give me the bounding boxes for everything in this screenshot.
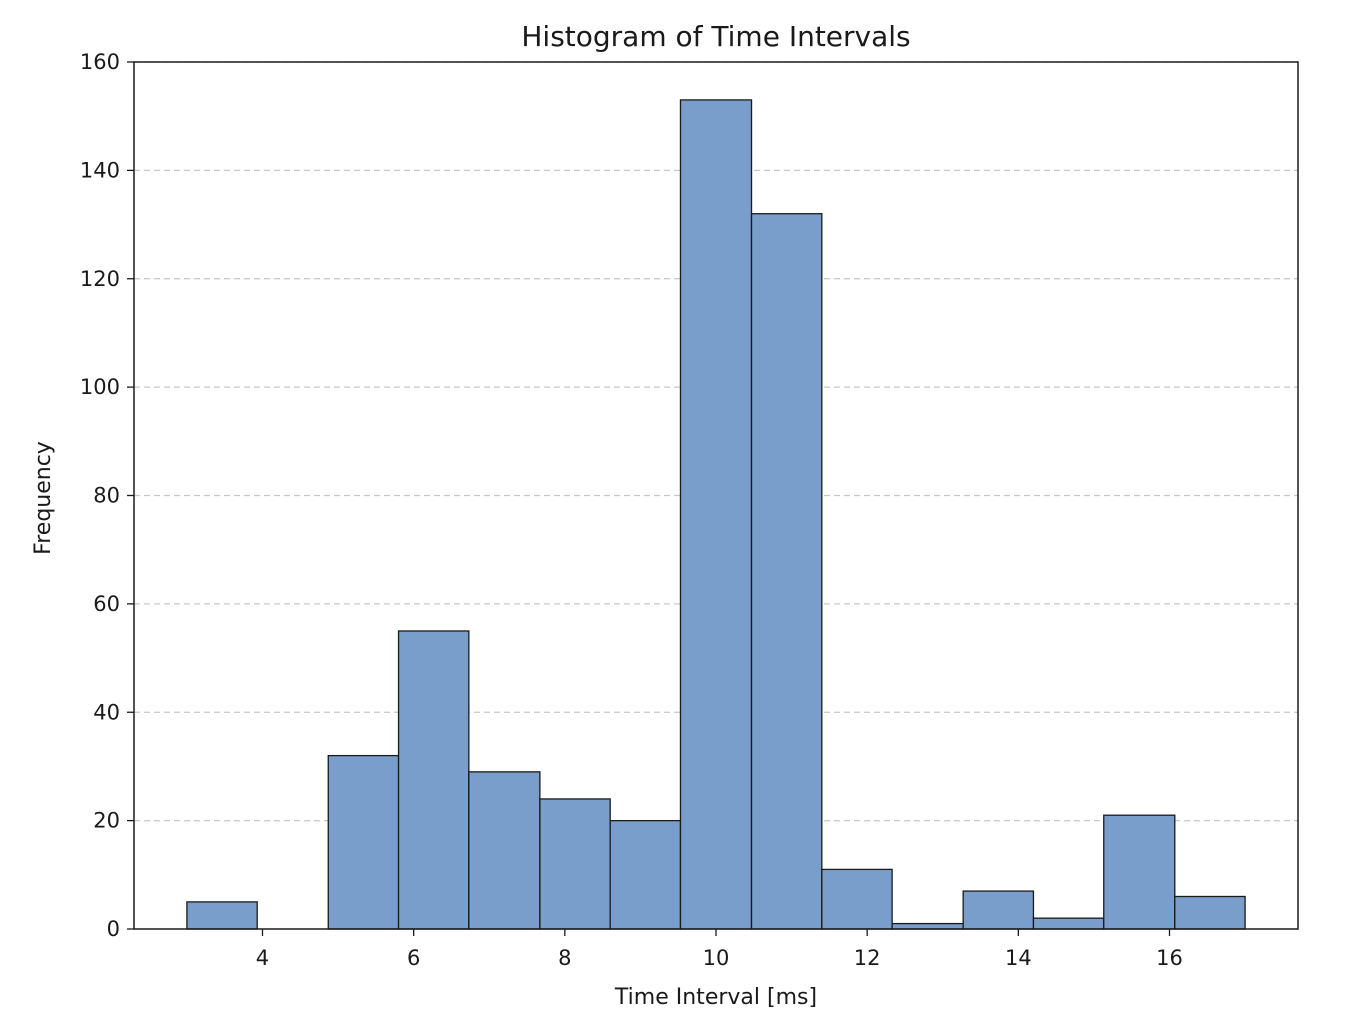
histogram-bar xyxy=(1174,895,1246,930)
y-tick-label: 100 xyxy=(80,375,120,399)
y-tick-label: 60 xyxy=(93,592,120,616)
x-tick-label: 12 xyxy=(854,946,881,970)
chart-title: Histogram of Time Intervals xyxy=(521,20,910,53)
histogram-bar xyxy=(962,890,1035,930)
histogram-bar xyxy=(891,922,964,930)
y-axis-ticks: 0 20 40 60 80 100 120 140 160 xyxy=(80,50,134,941)
y-tick-label: 160 xyxy=(80,50,120,74)
histogram-bar xyxy=(1103,814,1176,930)
histogram-bar xyxy=(539,798,611,930)
y-tick-label: 120 xyxy=(80,267,120,291)
histogram-bar xyxy=(397,630,470,930)
histogram-bar xyxy=(468,771,541,930)
y-tick-label: 80 xyxy=(93,484,120,508)
y-tick-label: 20 xyxy=(93,809,120,833)
x-tick-label: 10 xyxy=(703,946,730,970)
histogram-bars xyxy=(186,99,1246,930)
y-tick-label: 140 xyxy=(80,158,120,182)
histogram-bar xyxy=(609,819,682,930)
y-axis-label: Frequency xyxy=(31,441,56,555)
histogram-bar xyxy=(750,213,823,930)
histogram-bar xyxy=(679,99,753,930)
x-tick-label: 4 xyxy=(256,946,269,970)
x-tick-label: 8 xyxy=(558,946,571,970)
x-tick-label: 14 xyxy=(1005,946,1032,970)
histogram-bar xyxy=(186,901,258,930)
histogram-bar xyxy=(821,868,893,930)
x-axis-label: Time Interval [ms] xyxy=(614,985,817,1010)
histogram-bar xyxy=(327,754,400,930)
y-tick-label: 40 xyxy=(93,700,120,724)
x-axis-ticks: 4 6 8 10 12 14 16 xyxy=(256,929,1183,970)
y-tick-label: 0 xyxy=(107,917,120,941)
histogram-bar xyxy=(1032,917,1105,930)
x-tick-label: 6 xyxy=(407,946,420,970)
x-tick-label: 16 xyxy=(1156,946,1183,970)
